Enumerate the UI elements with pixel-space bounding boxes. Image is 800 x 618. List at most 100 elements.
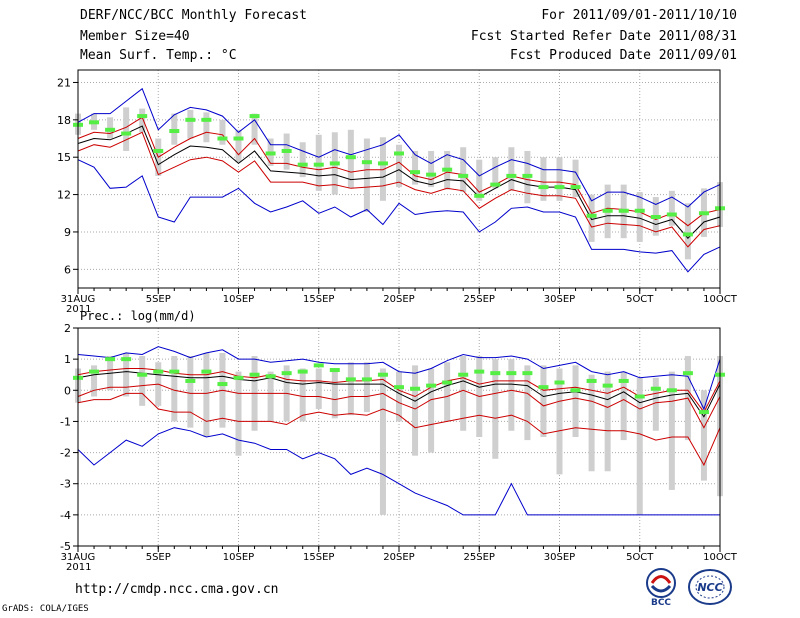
panel2-ensemble-box — [171, 356, 178, 422]
panel2-ensemble-box — [652, 377, 659, 431]
panel2-green-mark — [698, 410, 709, 415]
panel2-ensemble-box — [363, 362, 370, 413]
panel1-green-mark — [490, 182, 501, 187]
panel2-ensemble-box — [540, 365, 547, 437]
panel2-green-mark — [394, 385, 404, 390]
panel2-series-mean — [77, 371, 721, 418]
panel1-ensemble-box — [476, 159, 483, 201]
panel1-ensemble-box — [588, 194, 595, 242]
panel1-ensemble-box — [299, 142, 306, 178]
panel1-green-mark — [474, 193, 485, 198]
panel1-green-mark — [426, 172, 437, 177]
panel2-ensemble-box — [187, 356, 194, 428]
panel2-x-tick-label: 15SEP — [303, 552, 334, 563]
panel2-green-mark — [249, 372, 260, 377]
panel1-ensemble-box — [572, 159, 579, 198]
panel1-green-mark — [249, 114, 260, 119]
panel1-green-mark — [522, 173, 533, 178]
panel2-green-mark — [361, 377, 372, 382]
panel2-ensemble-box — [508, 359, 515, 431]
panel1-ensemble-box — [203, 112, 210, 143]
panel1-green-mark — [329, 161, 340, 166]
panel2-series-lower2 — [77, 392, 721, 467]
panel2-green-mark — [426, 383, 437, 388]
panel2-green-mark — [265, 374, 276, 379]
panel1-green-mark — [458, 173, 469, 178]
panel1-series-mean — [77, 125, 721, 239]
panel1-green-mark — [233, 136, 244, 141]
panel1-x-tick-label: 5OCT — [626, 294, 654, 305]
panel2-ensemble-box — [347, 362, 354, 416]
panel1-x-tick-label: 30SEP — [544, 294, 575, 305]
panel2-green-mark — [105, 357, 116, 362]
panel2-green-mark — [666, 388, 677, 393]
panel2-ensemble-box — [604, 371, 611, 472]
start-date: Fcst Started Refer Date 2011/08/31 — [470, 29, 737, 44]
panel1-x-tick-label: 25SEP — [464, 294, 495, 305]
panel2-green-mark — [345, 377, 356, 382]
panel2-ensemble-box — [299, 368, 306, 422]
panel2-green-mark — [185, 378, 196, 383]
panel2-green-mark — [281, 371, 292, 376]
panel2-green-mark — [554, 380, 565, 385]
panel1-green-mark — [281, 148, 292, 153]
panel1-green-mark — [201, 117, 212, 122]
panel2-ensemble-box — [444, 362, 451, 422]
panel2-x-tick-label: 5OCT — [626, 552, 654, 563]
panel2-green-mark — [169, 369, 180, 374]
panel2-x-tick-label: 20SEP — [383, 552, 414, 563]
panel2-ensemble-box — [700, 390, 707, 481]
panel1-green-mark — [586, 213, 597, 218]
panel1-green-mark — [570, 185, 581, 190]
panel1-green-mark — [121, 131, 132, 136]
panel2-green-mark — [538, 385, 549, 390]
panel1-green-mark — [185, 117, 196, 122]
panel2-green-mark — [313, 363, 324, 368]
panel2-y-tick-label: -3 — [60, 478, 71, 491]
panel1-green-mark — [394, 151, 404, 156]
panel1-green-mark — [169, 129, 180, 134]
panel2-ensemble-box — [203, 352, 210, 437]
panel1-ensemble-box — [123, 107, 130, 151]
panel1-green-mark — [650, 214, 661, 219]
panel2-series-upper — [77, 368, 721, 414]
panel1-green-mark — [666, 212, 677, 217]
panel1-x-year-label: 2011 — [66, 304, 91, 315]
panel2-green-mark — [586, 378, 597, 383]
panel1-x-tick-label: 10SEP — [223, 294, 254, 305]
panel1-ensemble-box — [684, 203, 691, 260]
panel2-x-tick-label: 31AUG — [61, 552, 96, 563]
panel2-y-tick-label: 1 — [64, 353, 71, 366]
panel2-series-lower — [77, 383, 721, 429]
panel1-ensemble-box — [187, 109, 194, 139]
panel1-green-mark — [313, 162, 324, 167]
bcc-logo: BCC — [646, 568, 676, 606]
panel2-ensemble-box — [572, 365, 579, 437]
panel2-ensemble-box — [91, 365, 98, 397]
panel2-green-mark — [121, 357, 132, 362]
panel2-ensemble-box — [556, 368, 563, 475]
panel2-ensemble-box — [123, 352, 130, 397]
panel2-green-mark — [329, 368, 340, 373]
panel2-green-mark — [217, 382, 228, 387]
panel2-ensemble-box — [412, 365, 419, 456]
panel1-ensemble-box — [636, 192, 643, 242]
panel1-ensemble-box — [428, 150, 435, 188]
panel1-y-tick-label: 6 — [64, 263, 71, 276]
ncc-logo: NCC — [688, 569, 732, 605]
panel2-green-mark — [233, 375, 244, 380]
panel1-series-upper — [77, 116, 721, 227]
source-url[interactable]: http://cmdp.ncc.cma.gov.cn — [75, 582, 279, 597]
panel1-green-mark — [217, 136, 228, 141]
panel1-green-mark — [105, 127, 116, 132]
panel1-green-mark — [265, 151, 276, 156]
panel2-x-tick-label: 30SEP — [544, 552, 575, 563]
panel1-green-mark — [410, 170, 421, 175]
bcc-logo-text: BCC — [651, 598, 671, 606]
panel1-green-mark — [361, 160, 372, 165]
panel2-green-mark — [137, 372, 148, 377]
panel2-y-tick-label: -2 — [60, 447, 71, 460]
panel2-ensemble-box — [668, 371, 675, 490]
panel2-ensemble-box — [588, 374, 595, 472]
